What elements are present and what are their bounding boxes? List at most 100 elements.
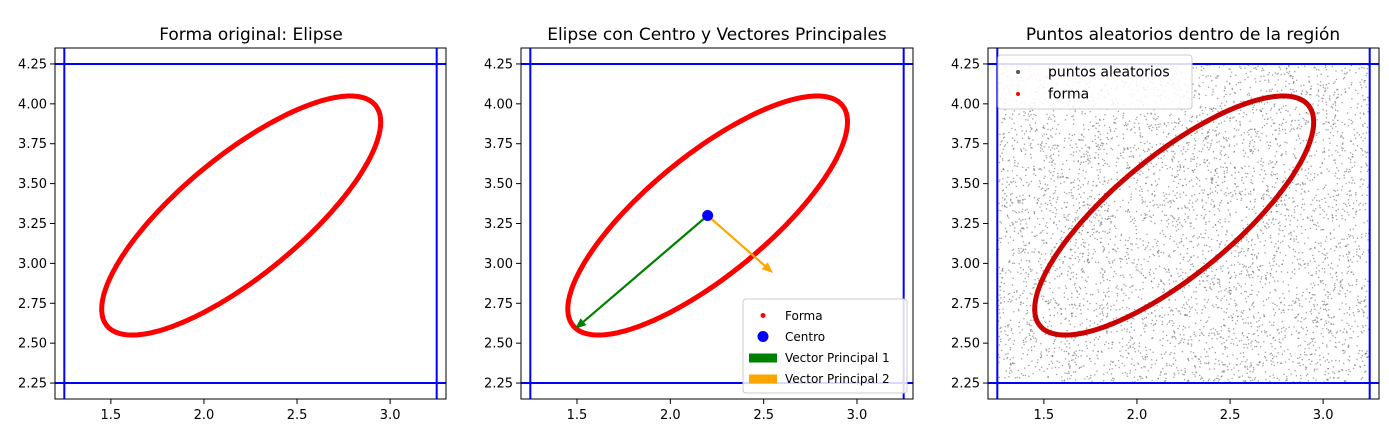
random-point (1201, 128, 1203, 130)
random-point (1138, 128, 1141, 131)
random-point (1194, 355, 1196, 357)
random-point (1287, 72, 1290, 75)
random-point (1277, 79, 1280, 81)
random-point (1271, 74, 1274, 76)
random-point (1112, 248, 1115, 250)
random-point (1366, 67, 1368, 70)
random-point (1091, 140, 1094, 143)
random-point (1244, 194, 1246, 196)
random-point (1281, 229, 1284, 232)
random-point (1271, 354, 1274, 357)
random-point (1347, 359, 1349, 361)
random-point (1119, 188, 1121, 191)
random-point (1306, 177, 1309, 180)
random-point (1013, 339, 1016, 342)
random-point (1119, 239, 1122, 241)
random-point (1052, 211, 1054, 214)
random-point (1161, 166, 1164, 168)
random-point (1072, 154, 1075, 157)
random-point (1013, 311, 1015, 313)
random-point (1281, 181, 1284, 183)
random-point (1167, 185, 1170, 188)
random-point (1198, 235, 1201, 238)
random-point (1070, 312, 1073, 315)
random-point (1255, 135, 1257, 138)
random-point (1129, 216, 1132, 218)
random-point (1255, 255, 1258, 257)
random-point (1073, 186, 1075, 189)
random-point (1312, 338, 1314, 340)
random-point (1108, 165, 1110, 168)
random-point (1029, 328, 1032, 331)
random-point (1087, 207, 1090, 209)
random-point (1228, 327, 1230, 330)
random-point (1030, 346, 1033, 348)
random-point (1338, 360, 1341, 362)
random-point (1338, 370, 1340, 373)
random-point (1093, 224, 1095, 227)
random-point (1049, 199, 1051, 202)
random-point (1262, 69, 1265, 72)
random-point (1193, 333, 1196, 336)
random-point (1162, 192, 1165, 194)
random-point (1264, 118, 1266, 121)
random-point (1257, 326, 1259, 328)
random-point (1091, 380, 1093, 383)
random-point (1139, 289, 1141, 291)
random-point (1167, 201, 1169, 204)
random-point (1344, 67, 1346, 69)
random-point (1270, 90, 1272, 93)
random-point (1111, 248, 1114, 250)
random-point (1355, 280, 1358, 282)
random-point (1270, 161, 1272, 164)
random-point (1348, 214, 1350, 216)
random-point (1100, 350, 1103, 352)
random-point (1205, 270, 1207, 272)
random-point (1009, 224, 1011, 227)
random-point (1257, 275, 1259, 277)
random-point (1297, 173, 1300, 176)
random-point (1149, 152, 1152, 155)
random-point (1001, 277, 1003, 279)
random-point (1115, 286, 1117, 289)
random-point (1266, 184, 1268, 187)
random-point (1362, 123, 1364, 126)
random-point (1262, 197, 1265, 199)
random-point (1161, 307, 1163, 309)
random-point (1276, 203, 1278, 206)
random-point (1223, 170, 1226, 173)
random-point (1310, 165, 1313, 167)
random-point (1299, 374, 1302, 377)
random-point (1249, 200, 1252, 203)
random-point (998, 266, 1001, 269)
random-point (1290, 277, 1292, 279)
random-point (1272, 122, 1275, 125)
random-point (1330, 262, 1333, 264)
random-point (1248, 94, 1251, 97)
random-point (1007, 339, 1010, 341)
random-point (1152, 204, 1154, 207)
random-point (1219, 336, 1222, 338)
random-point (1349, 170, 1352, 173)
random-point (1288, 233, 1290, 235)
random-point (1171, 215, 1174, 218)
random-point (1149, 273, 1151, 276)
random-point (1316, 112, 1318, 115)
random-point (1175, 268, 1178, 270)
random-point (1027, 166, 1030, 169)
random-point (1138, 161, 1141, 164)
random-point (1278, 123, 1281, 126)
random-point (1324, 373, 1326, 376)
random-point (1324, 240, 1327, 242)
random-point (1061, 176, 1064, 178)
random-point (1058, 366, 1060, 369)
random-point (1241, 263, 1244, 266)
random-point (1335, 78, 1338, 81)
random-point (1068, 360, 1070, 363)
random-point (1252, 145, 1255, 148)
random-point (1269, 272, 1272, 275)
random-point (1272, 361, 1274, 363)
random-point (1053, 314, 1056, 317)
random-point (1189, 335, 1192, 338)
random-point (1270, 125, 1273, 127)
